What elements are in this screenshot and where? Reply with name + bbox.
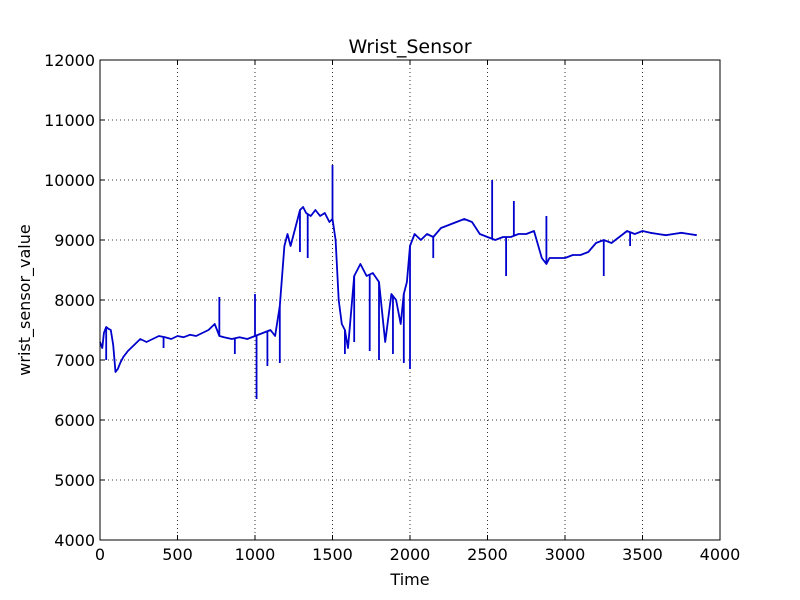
x-axis-label: Time <box>389 570 429 589</box>
y-tick-label: 8000 <box>54 291 95 310</box>
y-tick-label: 10000 <box>44 171 95 190</box>
chart-title: Wrist_Sensor <box>349 36 472 58</box>
data-series <box>99 165 697 399</box>
x-tick-label: 4000 <box>700 545 741 564</box>
x-tick-label: 1000 <box>235 545 276 564</box>
x-tick-label: 0 <box>95 545 105 564</box>
x-tick-label: 3000 <box>545 545 586 564</box>
y-tick-label: 12000 <box>44 51 95 70</box>
x-tick-label: 500 <box>162 545 193 564</box>
y-tick-label: 7000 <box>54 351 95 370</box>
y-tick-label: 5000 <box>54 471 95 490</box>
x-tick-label: 1500 <box>312 545 353 564</box>
x-tick-label: 2500 <box>467 545 508 564</box>
y-tick-label: 6000 <box>54 411 95 430</box>
y-axis-label: wrist_sensor_value <box>15 224 35 375</box>
y-tick-label: 11000 <box>44 111 95 130</box>
x-tick-label: 3500 <box>622 545 663 564</box>
axis-ticks: 0 500 1000 1500 2000 2500 3000 3500 4000 4000 5000… <box>44 51 740 564</box>
y-tick-label: 4000 <box>54 531 95 550</box>
x-tick-label: 2000 <box>390 545 431 564</box>
y-tick-label: 9000 <box>54 231 95 250</box>
